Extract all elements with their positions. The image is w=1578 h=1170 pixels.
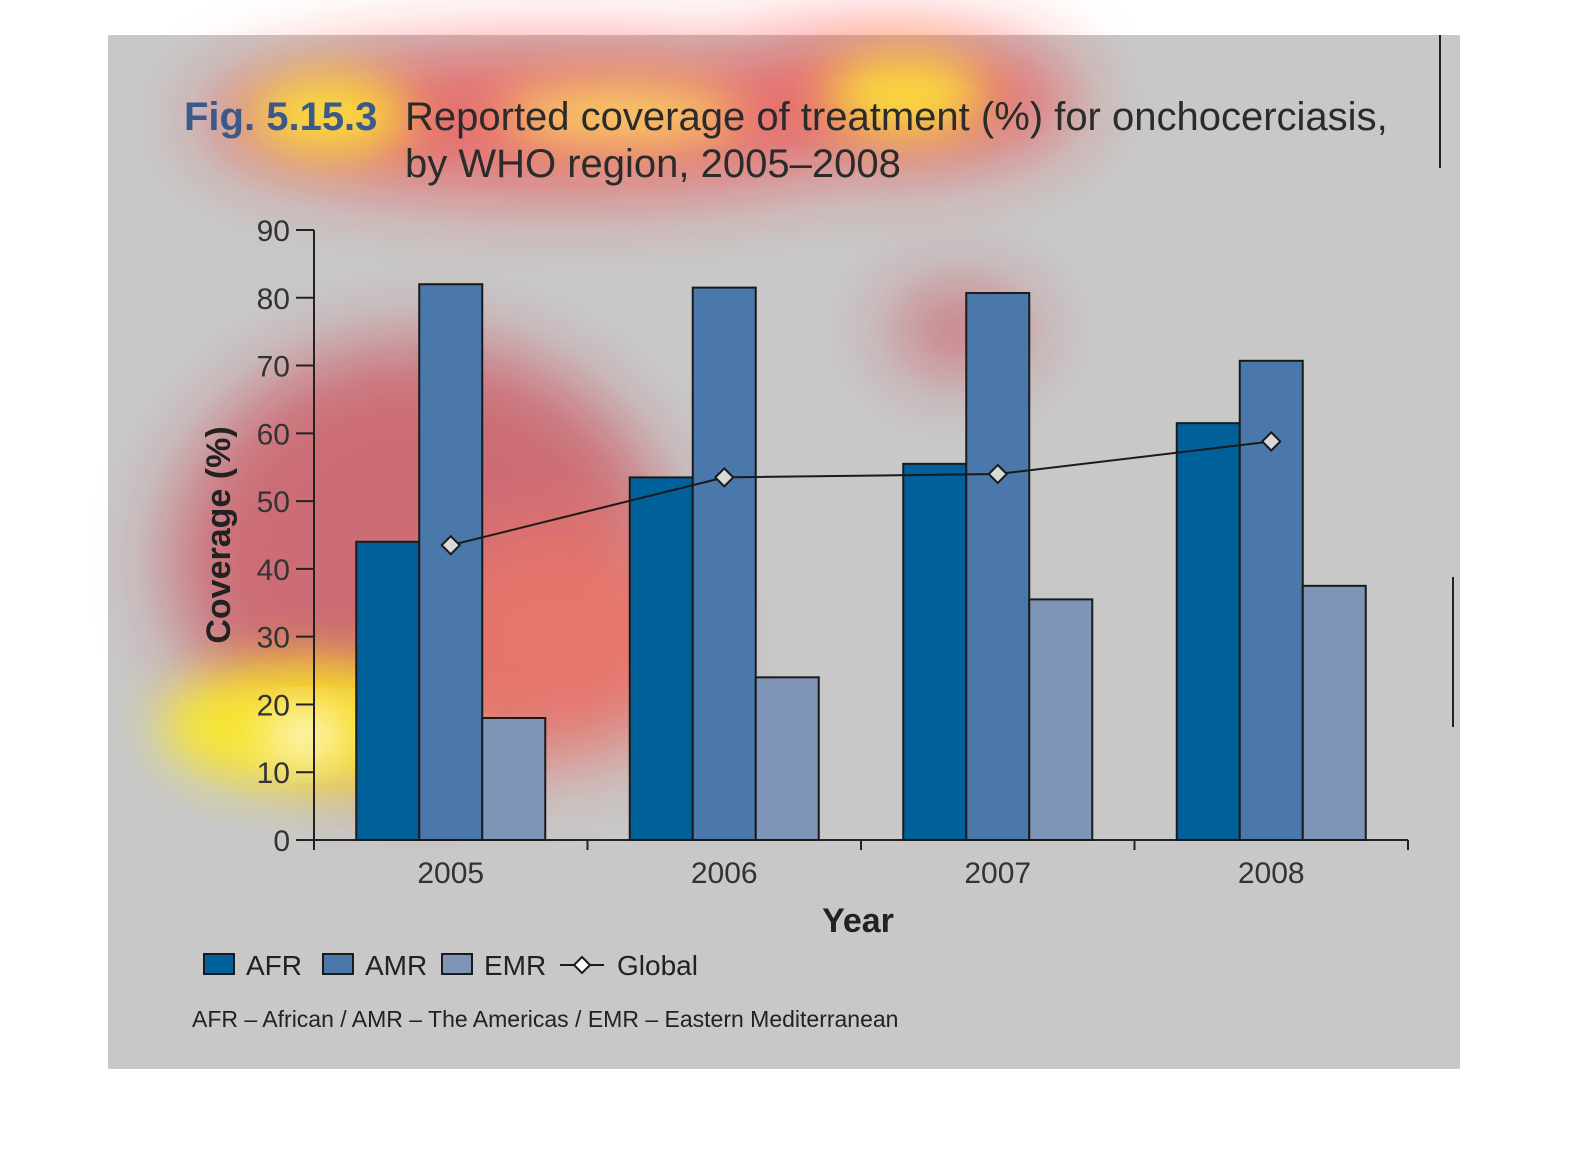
legend-label-global: Global (617, 950, 698, 981)
chart-title-line1: Reported coverage of treatment (%) for o… (405, 95, 1388, 139)
bar-emr-2006 (754, 676, 820, 841)
y-tick-label: 10 (257, 757, 290, 790)
legend-diamond-marker (572, 955, 592, 975)
legend-item-afr: AFR (203, 950, 302, 981)
legend-label-afr: AFR (246, 950, 302, 981)
bar-emr-2008 (1301, 584, 1367, 841)
bar-series (355, 283, 1367, 842)
global-point-2007 (987, 463, 1009, 485)
y-tick-label: 70 (257, 351, 290, 384)
region-note: AFR – African / AMR – The Americas / EMR… (192, 1006, 898, 1032)
legend-item-amr: AMR (322, 950, 427, 981)
legend-swatch-afr (203, 953, 235, 975)
y-tick-label: 0 (273, 825, 290, 858)
y-tick-label: 20 (257, 689, 290, 722)
bar-amr-2007 (965, 292, 1031, 841)
y-tick-label: 60 (257, 418, 290, 451)
bar-afr-2008 (1175, 422, 1241, 841)
global-point-2005 (440, 534, 462, 556)
y-tick-label: 90 (257, 215, 290, 248)
edge-marks (1439, 35, 1454, 727)
y-tick-label: 30 (257, 622, 290, 655)
bar-afr-2005 (355, 540, 421, 841)
x-tick-label: 2006 (691, 857, 758, 890)
legend-label-emr: EMR (484, 950, 546, 981)
y-tick-label: 80 (257, 283, 290, 316)
legend-swatch-emr (441, 953, 473, 975)
y-axis-title: Coverage (%) (200, 426, 238, 643)
global-point-2006 (713, 466, 735, 488)
y-tick-label: 50 (257, 486, 290, 519)
legend-label-amr: AMR (365, 950, 427, 981)
global-line-series (440, 431, 1282, 556)
x-tick-label: 2008 (1238, 857, 1305, 890)
global-line (450, 440, 1272, 547)
bar-afr-2007 (902, 462, 968, 841)
chart-title-line2: by WHO region, 2005–2008 (405, 142, 901, 186)
bar-amr-2005 (418, 283, 484, 841)
legend: AFR AMR EMR Global (203, 950, 698, 981)
x-tick-label: 2005 (417, 857, 484, 890)
global-point-2008 (1260, 431, 1282, 452)
bar-emr-2005 (481, 717, 547, 841)
y-tick-label: 40 (257, 554, 290, 587)
bar-amr-2006 (691, 286, 757, 842)
x-tick-label: 2007 (964, 857, 1031, 890)
bar-emr-2007 (1028, 598, 1094, 842)
legend-item-emr: EMR (441, 950, 546, 981)
legend-swatch-amr (322, 953, 354, 975)
figure-label: Fig. 5.15.3 (184, 95, 377, 139)
legend-item-global: Global (560, 950, 698, 981)
bar-afr-2006 (628, 476, 694, 841)
x-axis-title: Year (822, 902, 894, 940)
